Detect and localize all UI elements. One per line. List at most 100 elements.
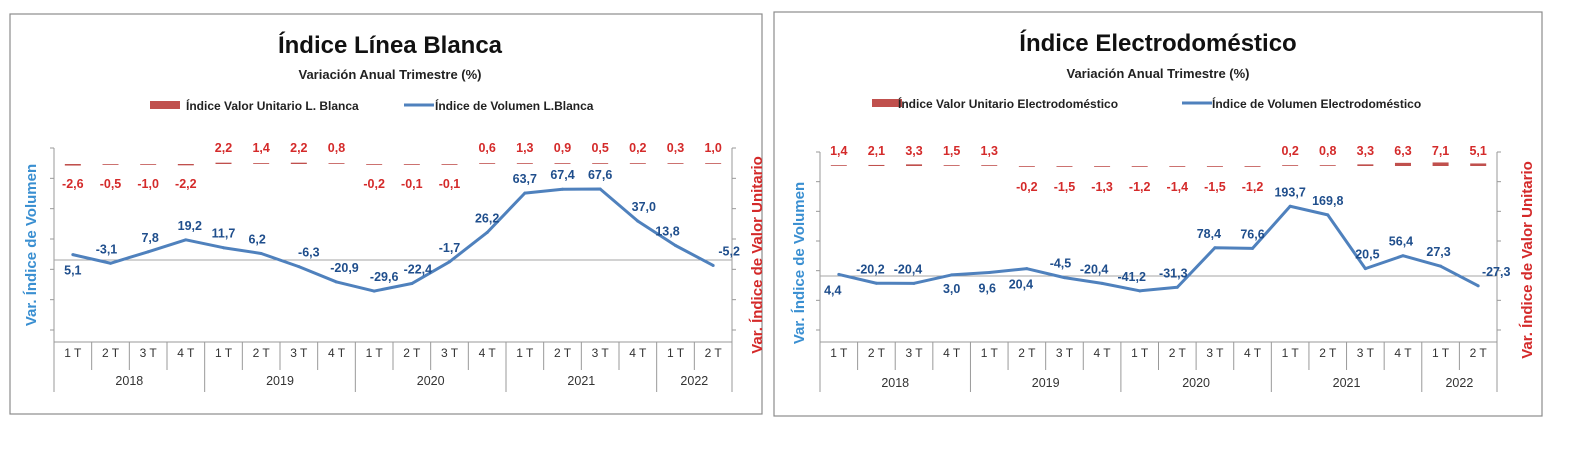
unit-value-data-label: -1,2 — [1129, 180, 1151, 194]
unit-value-data-label: -1,2 — [1242, 180, 1264, 194]
volume-point — [184, 238, 188, 242]
unit-value-bar — [705, 163, 722, 164]
quarter-tick-label: 3 T — [290, 346, 308, 360]
volume-point — [1476, 284, 1480, 288]
unit-value-data-label: -2,2 — [175, 177, 197, 191]
year-tick-label: 2018 — [115, 374, 143, 388]
unit-value-bar — [1470, 163, 1487, 166]
unit-value-data-label: 3,3 — [1357, 144, 1374, 158]
volume-data-label: 4,4 — [824, 283, 841, 297]
unit-value-data-label: 0,8 — [1319, 144, 1336, 158]
quarter-tick-label: 1 T — [215, 346, 233, 360]
unit-value-bar — [1206, 166, 1223, 167]
quarter-tick-label: 2 T — [705, 346, 723, 360]
chart-linea-blanca: Índice Línea Blanca Variación Anual Trime… — [9, 13, 766, 415]
volume-data-label: 193,7 — [1274, 185, 1305, 199]
volume-point — [837, 272, 841, 276]
volume-data-label: 169,8 — [1312, 194, 1343, 208]
year-tick-label: 2021 — [1333, 376, 1361, 390]
quarter-tick-label: 1 T — [366, 346, 384, 360]
quarter-tick-label: 4 T — [1394, 346, 1412, 360]
volume-point — [1100, 281, 1104, 285]
unit-value-data-label: 1,3 — [516, 141, 533, 155]
volume-data-label: 13,8 — [655, 225, 679, 239]
unit-value-data-label: 2,1 — [868, 144, 885, 158]
unit-value-data-label: -1,4 — [1167, 180, 1189, 194]
unit-value-bar — [1357, 164, 1374, 166]
unit-value-data-label: 0,3 — [667, 141, 684, 155]
volume-data-label: -1,7 — [439, 241, 461, 255]
year-tick-label: 2018 — [881, 376, 909, 390]
chart-subtitle: Variación Anual Trimestre (%) — [1066, 66, 1249, 81]
volume-point — [297, 265, 301, 269]
unit-value-data-label: -1,0 — [137, 177, 159, 191]
quarter-tick-label: 4 T — [1094, 346, 1112, 360]
volume-data-label: 20,5 — [1355, 248, 1379, 262]
chart-subtitle: Variación Anual Trimestre (%) — [298, 67, 481, 82]
chart-frame — [9, 13, 763, 415]
volume-point — [523, 191, 527, 195]
unit-value-data-label: -0,5 — [100, 177, 122, 191]
y-axis-left-label: Var. Índice de Volumen — [791, 182, 808, 344]
volume-point — [1401, 254, 1405, 258]
unit-value-data-label: -0,2 — [363, 177, 385, 191]
year-tick-label: 2020 — [1182, 376, 1210, 390]
unit-value-bar — [667, 163, 684, 164]
volume-point — [485, 230, 489, 234]
quarter-tick-label: 1 T — [64, 346, 82, 360]
chart-panel-linea-blanca: Índice Línea Blanca Variación Anual Trime… — [0, 0, 772, 440]
volume-data-label: -22,4 — [404, 263, 433, 277]
year-tick-label: 2022 — [680, 374, 708, 388]
unit-value-data-label: -0,1 — [401, 177, 423, 191]
volume-point — [410, 282, 414, 286]
quarter-tick-label: 2 T — [1169, 346, 1187, 360]
volume-data-label: 11,7 — [212, 227, 236, 241]
chart-electrodomestico: Índice Electrodoméstico Variación Anual T… — [773, 11, 1543, 417]
quarter-tick-label: 2 T — [868, 346, 886, 360]
unit-value-bar — [516, 163, 533, 164]
volume-data-label: -41,2 — [1117, 270, 1146, 284]
volume-data-label: 20,4 — [1009, 278, 1033, 292]
y-axis-right-label: Var. Índice de Valor Unitario — [749, 156, 766, 354]
volume-data-label: -20,9 — [330, 261, 359, 275]
unit-value-bar — [479, 163, 496, 164]
unit-value-data-label: 1,0 — [704, 141, 721, 155]
unit-value-data-label: 5,1 — [1469, 144, 1486, 158]
legend-unit-value-label: Índice Valor Unitario L. Blanca — [186, 98, 359, 113]
unit-value-bar — [140, 164, 157, 165]
year-tick-label: 2021 — [567, 374, 595, 388]
year-tick-label: 2022 — [1445, 376, 1473, 390]
quarter-tick-label: 3 T — [592, 346, 610, 360]
unit-value-bar — [102, 164, 119, 165]
quarter-tick-label: 2 T — [1470, 346, 1488, 360]
unit-value-bar — [1244, 166, 1261, 167]
volume-point — [1326, 213, 1330, 217]
unit-value-data-label: 0,6 — [478, 141, 495, 155]
volume-data-label: 76,6 — [1240, 227, 1264, 241]
unit-value-data-label: -2,6 — [62, 177, 84, 191]
volume-data-label: 26,2 — [475, 211, 499, 225]
quarter-tick-label: 3 T — [1206, 346, 1224, 360]
volume-point — [71, 253, 75, 257]
quarter-tick-label: 4 T — [328, 346, 346, 360]
unit-value-bar — [1131, 166, 1148, 167]
unit-value-bar — [1094, 166, 1111, 167]
quarter-tick-label: 2 T — [554, 346, 572, 360]
unit-value-bar — [1282, 165, 1299, 166]
unit-value-data-label: 1,5 — [943, 144, 960, 158]
volume-point — [1025, 267, 1029, 271]
quarter-tick-label: 4 T — [943, 346, 961, 360]
unit-value-bar — [441, 164, 458, 165]
chart-title: Índice Línea Blanca — [278, 31, 503, 59]
quarter-tick-label: 1 T — [981, 346, 999, 360]
unit-value-data-label: 1,4 — [252, 141, 269, 155]
quarter-tick-label: 4 T — [479, 346, 497, 360]
unit-value-data-label: -1,5 — [1054, 180, 1076, 194]
quarter-tick-label: 2 T — [102, 346, 120, 360]
volume-data-label: -20,4 — [1080, 262, 1109, 276]
volume-point — [1213, 246, 1217, 250]
unit-value-bar — [981, 165, 998, 166]
volume-point — [950, 273, 954, 277]
quarter-tick-label: 2 T — [1018, 346, 1036, 360]
volume-line — [838, 204, 1479, 293]
